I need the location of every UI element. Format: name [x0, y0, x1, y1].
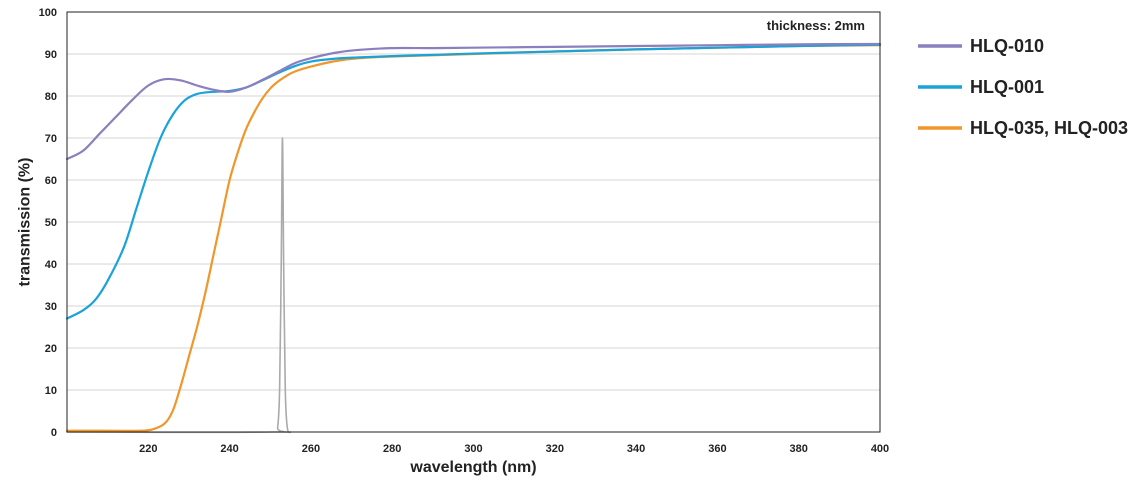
series-line-hlq-001: [65, 43, 882, 320]
thickness-annotation: thickness: 2mm: [767, 18, 865, 33]
x-tick-label: 320: [546, 443, 564, 455]
series-lines: [65, 42, 882, 434]
x-tick-label: 280: [383, 443, 401, 455]
x-tick-labels: 220 240 260 280 300 320 340 360 380 400: [139, 443, 889, 455]
x-tick-label: 400: [871, 443, 889, 455]
legend: HLQ-010 HLQ-001 HLQ-035, HLQ-003: [918, 36, 1128, 138]
plot-frame: [66, 11, 881, 433]
series-line-hlq-010: [65, 42, 882, 161]
x-tick-label: 260: [302, 443, 320, 455]
x-tick-label: 220: [139, 443, 157, 455]
y-tick-label: 80: [45, 91, 57, 103]
y-tick-label: 30: [45, 301, 57, 313]
y-tick-label: 50: [45, 217, 57, 229]
y-tick-label: 0: [51, 427, 57, 439]
x-tick-label: 240: [220, 443, 238, 455]
y-axis-title: transmission (%): [17, 158, 34, 287]
x-tick-label: 300: [464, 443, 482, 455]
x-tick-label: 360: [708, 443, 726, 455]
series-line-hlq-035-hlq-003: [65, 44, 882, 432]
y-tick-label: 90: [45, 49, 57, 61]
y-tick-labels: 0 10 20 30 40 50 60 70 80 90 100: [39, 7, 57, 439]
y-tick-label: 20: [45, 343, 57, 355]
x-tick-label: 340: [627, 443, 645, 455]
y-tick-label: 70: [45, 133, 57, 145]
y-tick-label: 10: [45, 385, 57, 397]
y-tick-label: 40: [45, 259, 57, 271]
x-tick-label: 380: [790, 443, 808, 455]
x-axis-title: wavelength (nm): [409, 459, 536, 476]
y-tick-label: 100: [39, 7, 57, 19]
grid-lines: [67, 53, 880, 391]
legend-label: HLQ-010: [970, 36, 1044, 56]
y-tick-label: 60: [45, 175, 57, 187]
legend-label: HLQ-035, HLQ-003: [970, 118, 1128, 138]
legend-label: HLQ-001: [970, 77, 1044, 97]
series-line-spectral-peak: [66, 137, 292, 434]
